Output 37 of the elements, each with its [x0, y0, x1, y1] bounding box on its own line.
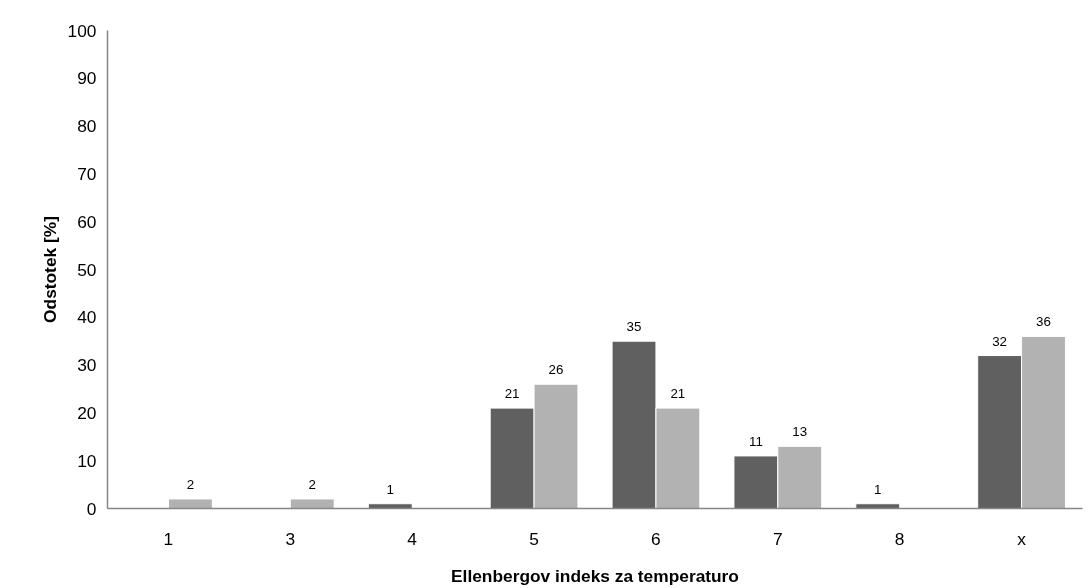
bar — [289, 498, 335, 509]
x-tick-label: 8 — [894, 528, 905, 549]
y-tick-label: 60 — [77, 211, 97, 232]
x-tick-label: 4 — [407, 528, 418, 549]
y-tick-label: 80 — [77, 116, 97, 137]
data-label: 36 — [1036, 314, 1051, 330]
data-label: 1 — [874, 481, 882, 497]
y-tick-label: 30 — [77, 355, 97, 376]
bar — [855, 503, 901, 509]
data-label: 1 — [386, 481, 394, 497]
x-tick-label: 1 — [163, 528, 174, 549]
y-tick-label: 0 — [86, 498, 97, 519]
data-label: 11 — [748, 433, 763, 449]
bar — [167, 498, 213, 509]
y-axis-title: Odstotek [%] — [39, 216, 60, 323]
x-tick-label: x — [1017, 528, 1027, 549]
x-tick-label: 5 — [529, 528, 539, 549]
y-tick-label: 40 — [77, 307, 97, 328]
data-label: 13 — [792, 424, 808, 440]
data-label: 32 — [992, 333, 1008, 349]
y-tick-label: 100 — [67, 20, 97, 41]
y-tick-label: 90 — [77, 68, 97, 89]
bar — [367, 503, 413, 509]
y-tick-label: 10 — [77, 450, 97, 471]
y-tick-label: 20 — [77, 402, 97, 423]
data-label: 2 — [308, 476, 316, 492]
data-label: 21 — [504, 386, 520, 402]
data-label: 21 — [670, 386, 686, 402]
data-label: 2 — [186, 476, 195, 492]
x-tick-label: 7 — [772, 528, 783, 549]
data-label: 35 — [626, 319, 642, 335]
y-tick-label: 50 — [77, 259, 97, 280]
y-tick-label: 70 — [77, 163, 97, 184]
x-tick-label: 6 — [651, 528, 661, 549]
x-axis-title: Ellenbergov indeks za temperaturo — [451, 565, 739, 586]
data-label: 26 — [548, 362, 564, 378]
x-tick-label: 3 — [285, 528, 296, 549]
